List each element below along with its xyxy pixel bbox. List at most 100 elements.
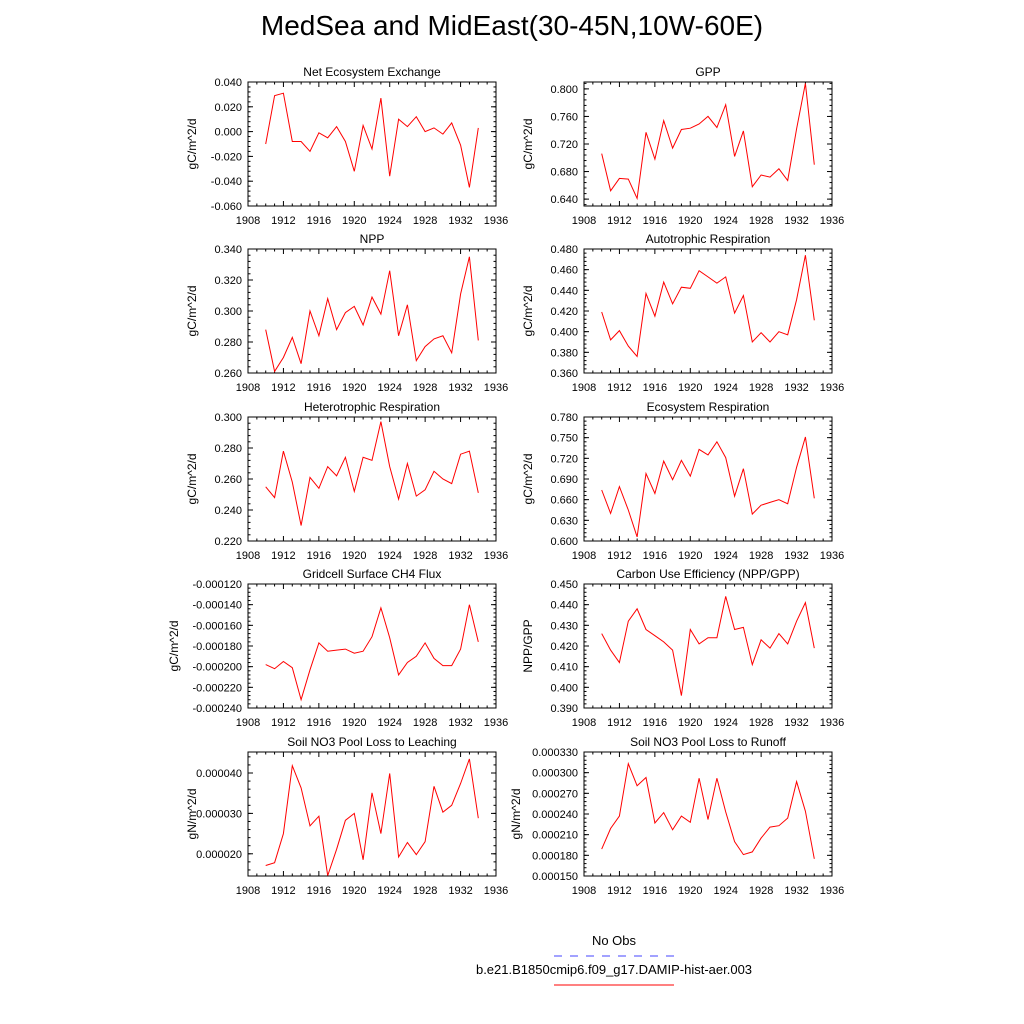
x-tick-label: 1936 xyxy=(820,885,844,897)
panel-title: GPP xyxy=(695,65,720,79)
x-tick-label: 1916 xyxy=(307,885,331,897)
x-tick-label: 1924 xyxy=(377,885,401,897)
plot-frame xyxy=(583,583,833,709)
legend: No Obs b.e21.B1850cmip6.f09_g17.DAMIP-hi… xyxy=(476,933,752,986)
series-line xyxy=(601,596,815,696)
y-tick-label: 0.450 xyxy=(550,579,578,591)
x-tick-label: 1916 xyxy=(643,382,667,394)
plot-frame xyxy=(583,416,833,542)
series-line xyxy=(265,256,479,373)
x-tick-label: 1936 xyxy=(820,215,844,227)
y-tick-label: -0.000160 xyxy=(192,620,242,632)
series-line xyxy=(601,83,815,201)
x-tick-label: 1916 xyxy=(643,717,667,729)
x-tick-label: 1928 xyxy=(413,717,437,729)
y-axis-label: gC/m^2/d xyxy=(521,286,535,337)
plot-frame xyxy=(583,751,833,877)
x-tick-label: 1920 xyxy=(678,215,702,227)
x-tick-label: 1920 xyxy=(342,717,366,729)
x-tick-label: 1932 xyxy=(448,717,472,729)
y-tick-label: -0.060 xyxy=(211,201,242,213)
x-tick-label: 1912 xyxy=(607,215,631,227)
panel-title: Soil NO3 Pool Loss to Leaching xyxy=(287,735,456,749)
x-tick-label: 1908 xyxy=(572,550,596,562)
y-tick-label: 0.300 xyxy=(214,412,242,424)
figure-title: MedSea and MidEast(30-45N,10W-60E) xyxy=(260,10,764,41)
x-tick-label: 1936 xyxy=(820,717,844,729)
x-tick-label: 1920 xyxy=(678,382,702,394)
x-tick-label: 1908 xyxy=(236,885,260,897)
panel-2: GPP 1908 1912 1916 1920 1924 1928 1932 1936 0.640… xyxy=(521,65,844,227)
y-tick-label: 0.000040 xyxy=(196,768,242,780)
x-tick-label: 1924 xyxy=(713,215,737,227)
y-tick-label: 0.000300 xyxy=(532,768,578,780)
y-tick-label: 0.220 xyxy=(214,536,242,548)
x-tick-label: 1916 xyxy=(307,215,331,227)
x-tick-label: 1932 xyxy=(448,885,472,897)
y-tick-label: 0.260 xyxy=(214,368,242,380)
panel-3: NPP 1908 1912 1916 1920 1924 1928 1932 1936 0.260… xyxy=(185,232,508,394)
plot-frame xyxy=(247,583,497,709)
x-tick-label: 1936 xyxy=(820,550,844,562)
panel-6: Ecosystem Respiration 1908 1912 1916 1920 192… xyxy=(521,400,844,562)
x-tick-label: 1924 xyxy=(377,717,401,729)
x-tick-label: 1928 xyxy=(413,550,437,562)
x-tick-label: 1916 xyxy=(643,550,667,562)
panel-title: Ecosystem Respiration xyxy=(647,400,770,414)
x-tick-label: 1932 xyxy=(784,550,808,562)
y-tick-label: 0.400 xyxy=(550,682,578,694)
x-tick-label: 1936 xyxy=(484,885,508,897)
x-tick-label: 1924 xyxy=(377,215,401,227)
x-tick-label: 1912 xyxy=(607,382,631,394)
x-tick-label: 1908 xyxy=(572,885,596,897)
series-line xyxy=(601,436,815,538)
y-axis-label: gN/m^2/d xyxy=(509,789,523,840)
plot-frame xyxy=(247,751,497,877)
y-tick-label: 0.780 xyxy=(550,412,578,424)
x-tick-label: 1912 xyxy=(607,885,631,897)
y-tick-label: 0.280 xyxy=(214,337,242,349)
y-tick-label: 0.690 xyxy=(550,474,578,486)
y-tick-label: 0.600 xyxy=(550,536,578,548)
y-tick-label: 0.440 xyxy=(550,600,578,612)
y-tick-label: 0.000020 xyxy=(196,849,242,861)
panel-title: Net Ecosystem Exchange xyxy=(303,65,441,79)
plot-frame xyxy=(247,416,497,542)
y-tick-label: 0.760 xyxy=(550,111,578,123)
x-tick-label: 1912 xyxy=(271,717,295,729)
x-tick-label: 1928 xyxy=(749,382,773,394)
x-tick-label: 1924 xyxy=(377,550,401,562)
panel-title: NPP xyxy=(360,232,385,246)
x-tick-label: 1928 xyxy=(749,550,773,562)
plot-frame xyxy=(583,248,833,374)
y-axis-label: gC/m^2/d xyxy=(521,119,535,170)
series-line xyxy=(265,758,479,876)
y-tick-label: 0.750 xyxy=(550,433,578,445)
x-tick-label: 1928 xyxy=(749,717,773,729)
y-tick-label: 0.240 xyxy=(214,505,242,517)
panel-4: Autotrophic Respiration 1908 1912 1916 1920 1… xyxy=(521,232,844,394)
y-tick-label: 0.430 xyxy=(550,620,578,632)
panel-title: Heterotrophic Respiration xyxy=(304,400,440,414)
y-tick-label: 0.000030 xyxy=(196,808,242,820)
y-tick-label: 0.280 xyxy=(214,443,242,455)
y-axis-label: gN/m^2/d xyxy=(185,789,199,840)
y-tick-label: 0.680 xyxy=(550,167,578,179)
x-tick-label: 1932 xyxy=(448,215,472,227)
x-tick-label: 1932 xyxy=(784,717,808,729)
series-line xyxy=(601,761,815,859)
x-tick-label: 1908 xyxy=(236,382,260,394)
y-tick-label: -0.000240 xyxy=(192,703,242,715)
y-tick-label: 0.380 xyxy=(550,347,578,359)
y-tick-label: 0.000240 xyxy=(532,809,578,821)
x-tick-label: 1912 xyxy=(271,550,295,562)
x-tick-label: 1928 xyxy=(413,382,437,394)
y-tick-label: 0.410 xyxy=(550,662,578,674)
panel-1: Net Ecosystem Exchange 1908 1912 1916 1920 19… xyxy=(185,65,508,227)
x-tick-label: 1912 xyxy=(607,550,631,562)
y-axis-label: gC/m^2/d xyxy=(521,454,535,505)
series-line xyxy=(265,421,479,526)
y-axis-label: gC/m^2/d xyxy=(185,286,199,337)
x-tick-label: 1916 xyxy=(307,717,331,729)
x-tick-label: 1936 xyxy=(820,382,844,394)
